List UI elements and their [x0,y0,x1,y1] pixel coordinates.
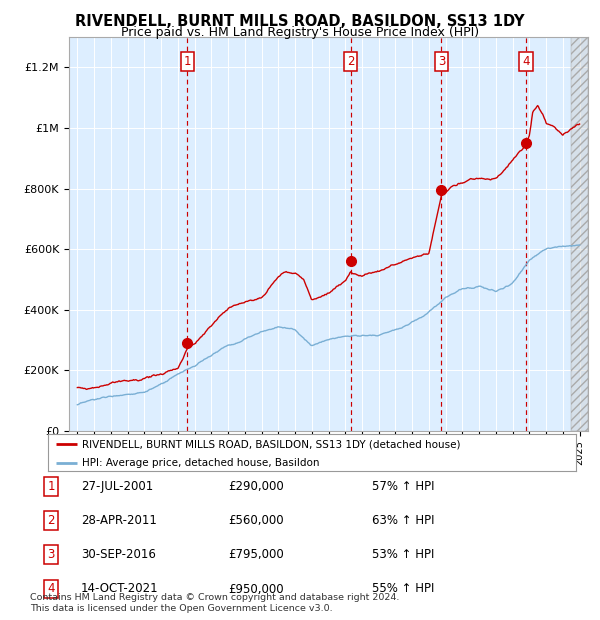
Text: 53% ↑ HPI: 53% ↑ HPI [372,549,434,561]
Text: 1: 1 [184,55,191,68]
Text: 1: 1 [47,480,55,493]
Text: Contains HM Land Registry data © Crown copyright and database right 2024.
This d: Contains HM Land Registry data © Crown c… [30,593,400,613]
Text: HPI: Average price, detached house, Basildon: HPI: Average price, detached house, Basi… [82,458,320,468]
Text: 14-OCT-2021: 14-OCT-2021 [81,583,158,595]
Text: 30-SEP-2016: 30-SEP-2016 [81,549,156,561]
Text: Price paid vs. HM Land Registry's House Price Index (HPI): Price paid vs. HM Land Registry's House … [121,26,479,39]
Text: RIVENDELL, BURNT MILLS ROAD, BASILDON, SS13 1DY (detached house): RIVENDELL, BURNT MILLS ROAD, BASILDON, S… [82,440,461,450]
Text: £950,000: £950,000 [228,583,284,595]
Text: 55% ↑ HPI: 55% ↑ HPI [372,583,434,595]
Text: £560,000: £560,000 [228,515,284,527]
Text: £290,000: £290,000 [228,480,284,493]
Text: 4: 4 [522,55,530,68]
Text: 2: 2 [347,55,355,68]
Text: 3: 3 [47,549,55,561]
Text: 28-APR-2011: 28-APR-2011 [81,515,157,527]
Text: 27-JUL-2001: 27-JUL-2001 [81,480,153,493]
Text: 63% ↑ HPI: 63% ↑ HPI [372,515,434,527]
Text: 57% ↑ HPI: 57% ↑ HPI [372,480,434,493]
Text: 4: 4 [47,583,55,595]
Text: 2: 2 [47,515,55,527]
Bar [571,37,588,431]
Text: £795,000: £795,000 [228,549,284,561]
Text: 3: 3 [438,55,445,68]
Text: RIVENDELL, BURNT MILLS ROAD, BASILDON, SS13 1DY: RIVENDELL, BURNT MILLS ROAD, BASILDON, S… [75,14,525,29]
Bar [571,37,588,431]
